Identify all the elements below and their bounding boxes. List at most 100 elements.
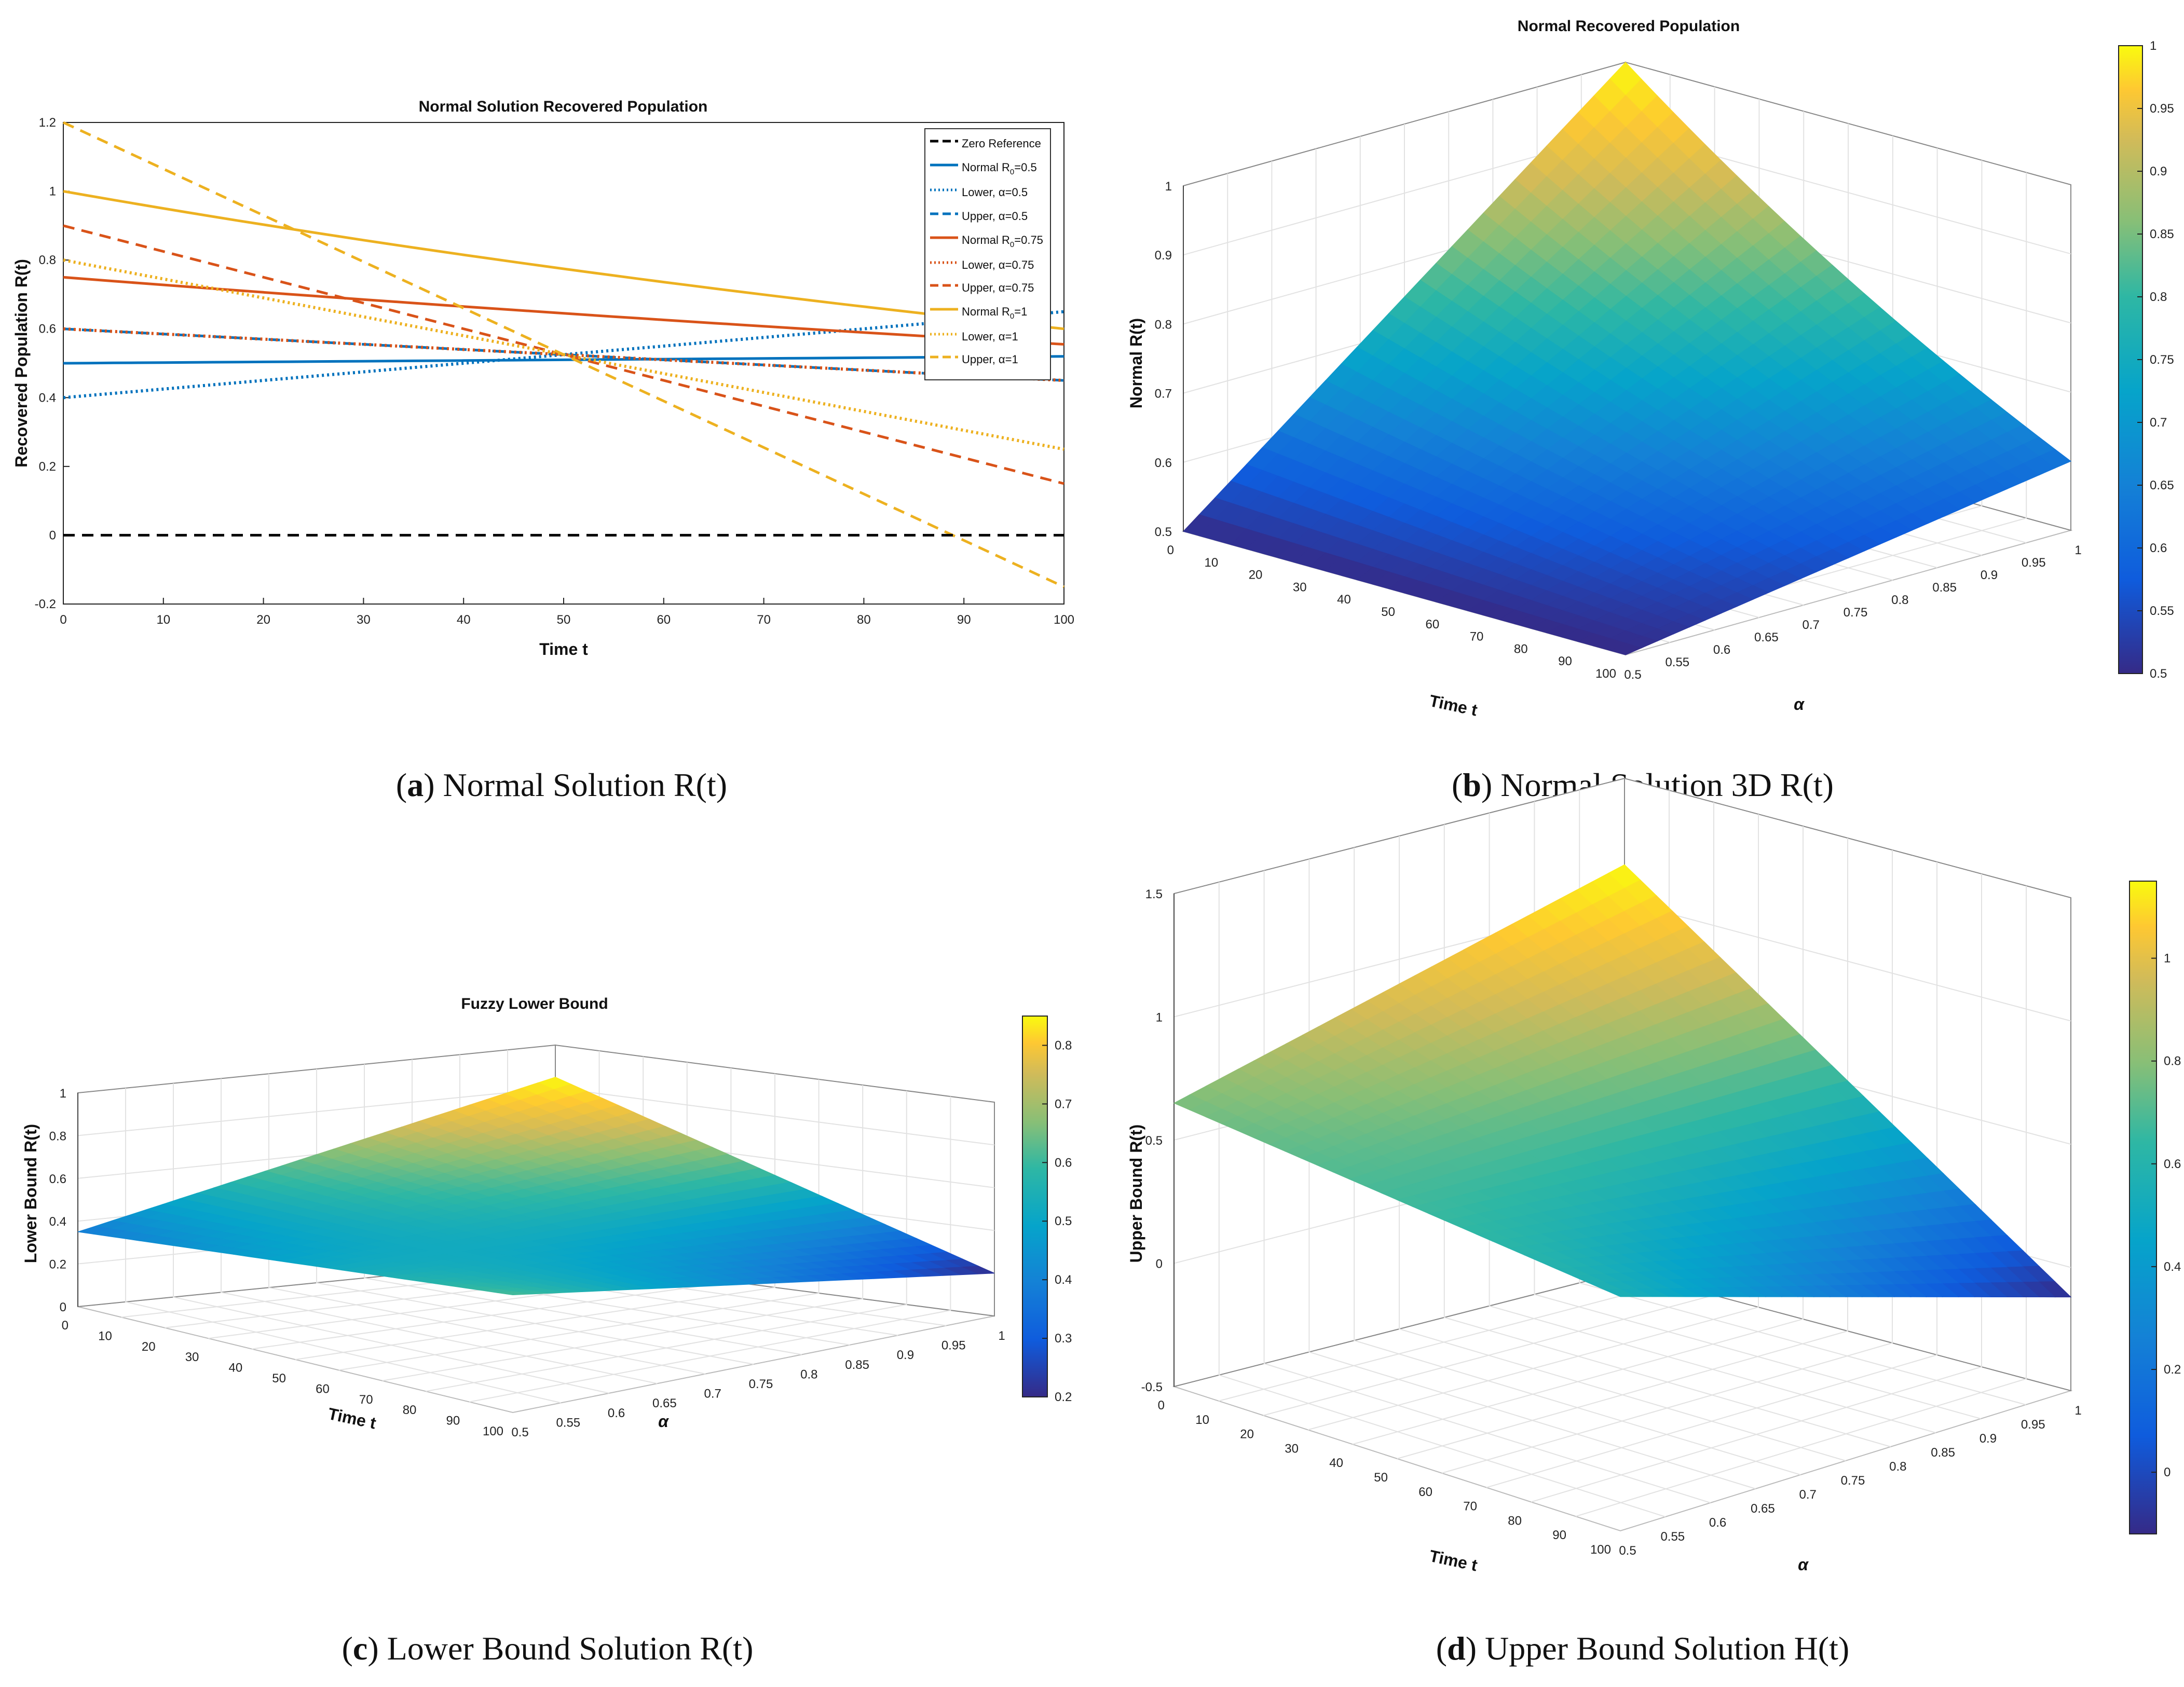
grid-line bbox=[295, 1074, 775, 1360]
grid-line bbox=[1441, 850, 1893, 1474]
alpha-tick-label: 0.95 bbox=[941, 1339, 966, 1353]
z-tick-label: 0.6 bbox=[1155, 456, 1172, 470]
x-tick-label: 30 bbox=[357, 613, 371, 627]
alpha-tick-label: 0.65 bbox=[652, 1396, 677, 1410]
alpha-axis-label: α bbox=[1798, 1555, 1809, 1574]
x-tick-label: 0 bbox=[1158, 1398, 1165, 1412]
legend-normal-r0-05: Normal R0=0.5 bbox=[962, 161, 1037, 176]
surface-mesh bbox=[77, 1077, 995, 1296]
colorbar-tick-label: 0.8 bbox=[2150, 290, 2167, 304]
y-tick-label: 0.2 bbox=[39, 460, 56, 474]
x-tick-label: 80 bbox=[857, 613, 871, 627]
surface-patch bbox=[1608, 642, 1643, 655]
colorbar-gradient bbox=[2129, 881, 2157, 1534]
panel-caption: (d) Upper Bound Solution H(t) bbox=[1436, 1630, 1849, 1667]
x-tick-label: 80 bbox=[1508, 1514, 1522, 1528]
x-tick-labels: 0 10 20 30 40 50 60 70 80 90 100 bbox=[1158, 1398, 1611, 1557]
x-tick-label: 0 bbox=[62, 1319, 69, 1333]
x-tick-label: 100 bbox=[483, 1424, 503, 1438]
colorbar-tick-label: 0.4 bbox=[2164, 1260, 2181, 1274]
z-tick-labels: 0.5 0.6 0.7 0.8 0.9 1 bbox=[1155, 180, 1172, 539]
legend-lower-alpha-1: Lower, α=1 bbox=[962, 330, 1018, 343]
x-tick-label: 50 bbox=[1381, 605, 1395, 619]
x-tick-label: 90 bbox=[957, 613, 971, 627]
alpha-tick-label: 0.5 bbox=[511, 1425, 528, 1439]
series-line bbox=[63, 190, 1064, 331]
x-tick-label: 20 bbox=[256, 613, 270, 627]
alpha-tick-label: 0.55 bbox=[556, 1416, 580, 1430]
x-tick-label: 60 bbox=[1418, 1485, 1432, 1499]
grid-line bbox=[1352, 826, 1804, 1445]
x-tick-label: 10 bbox=[1204, 556, 1218, 570]
grid-line bbox=[469, 1096, 951, 1403]
colorbar-tick-label: 0.7 bbox=[1055, 1097, 1072, 1111]
x-tick-label: 90 bbox=[446, 1414, 460, 1428]
legend-upper-alpha-1: Upper, α=1 bbox=[962, 353, 1018, 366]
grid-line bbox=[1486, 862, 1937, 1488]
surface-mesh bbox=[1173, 864, 2072, 1298]
alpha-tick-label: 0.6 bbox=[608, 1406, 625, 1420]
z-tick-label: 0.2 bbox=[49, 1258, 66, 1272]
z-tick-label: 0 bbox=[60, 1300, 66, 1314]
alpha-tick-label: 0.85 bbox=[845, 1358, 869, 1372]
panel-a-legend-box bbox=[924, 128, 1051, 380]
series-line bbox=[63, 327, 1064, 382]
x-tick-label: 40 bbox=[457, 613, 471, 627]
colorbar-tick-label: 0.6 bbox=[1055, 1156, 1072, 1170]
grid-line bbox=[316, 1069, 754, 1365]
alpha-tick-label: 0.85 bbox=[1931, 1446, 1955, 1460]
x-tick-label: 60 bbox=[1425, 618, 1439, 632]
panel-a-y-label: Recovered Population R(t) bbox=[12, 259, 31, 468]
colorbar-tick-label: 1 bbox=[2164, 952, 2171, 966]
alpha-tick-label: 0.6 bbox=[1709, 1516, 1726, 1530]
legend-upper-alpha-075: Upper, α=0.75 bbox=[962, 281, 1034, 294]
series-line bbox=[63, 310, 1064, 400]
legend-lower-alpha-075: Lower, α=0.75 bbox=[962, 258, 1034, 271]
x-tick-label: 10 bbox=[1195, 1413, 1209, 1427]
x-tick-label: 40 bbox=[1329, 1456, 1343, 1470]
z-tick-label: 0.7 bbox=[1155, 387, 1172, 401]
grid-line bbox=[268, 1074, 706, 1375]
x-tick-labels: 0 10 20 30 40 50 60 70 80 90 100 bbox=[62, 1319, 503, 1438]
legend-upper-alpha-05: Upper, α=0.5 bbox=[962, 210, 1028, 223]
z-axis-label: Upper Bound R(t) bbox=[1127, 1124, 1145, 1263]
panel-a-caption: (a) Normal Solution R(t) bbox=[396, 766, 727, 803]
alpha-tick-label: 0.8 bbox=[800, 1367, 817, 1381]
grid-line bbox=[125, 1088, 562, 1404]
colorbar-tick-label: 0 bbox=[2164, 1465, 2171, 1479]
x-tick-label: 70 bbox=[1463, 1500, 1477, 1514]
alpha-tick-label: 0.95 bbox=[2021, 1418, 2045, 1432]
x-tick-label: 0 bbox=[1167, 543, 1174, 557]
z-tick-label: 0.8 bbox=[1155, 318, 1172, 332]
panel-caption: (c) Lower Bound Solution R(t) bbox=[342, 1630, 754, 1667]
colorbar-tick-label: 0.75 bbox=[2150, 353, 2174, 367]
x-tick-label: 100 bbox=[1590, 1543, 1611, 1557]
legend-zero-reference: Zero Reference bbox=[962, 137, 1041, 150]
y-tick-label: 0 bbox=[49, 528, 56, 542]
y-tick-label: 0.6 bbox=[39, 322, 56, 336]
alpha-tick-label: 0.95 bbox=[2022, 556, 2046, 570]
series-line bbox=[63, 276, 1064, 346]
x-tick-label: 60 bbox=[657, 613, 671, 627]
x-tick-label: 90 bbox=[1552, 1528, 1566, 1542]
colorbar-tick-label: 0.9 bbox=[2150, 164, 2167, 179]
z-tick-label: 0 bbox=[1156, 1257, 1163, 1271]
colorbar-tick-label: 1 bbox=[2150, 39, 2156, 53]
panel-a-line-chart: Normal Solution Recovered Population 0 10… bbox=[12, 98, 1074, 803]
surface-mesh bbox=[1182, 62, 2072, 655]
legend-normal-r0-1: Normal R0=1 bbox=[962, 305, 1027, 321]
x-tick-label: 40 bbox=[228, 1361, 242, 1375]
x-tick-label: 30 bbox=[185, 1350, 199, 1364]
x-tick-label: 80 bbox=[1514, 642, 1528, 656]
alpha-tick-label: 0.8 bbox=[1889, 1460, 1906, 1474]
panel-a-title: Normal Solution Recovered Population bbox=[419, 98, 708, 115]
grid-line bbox=[382, 1085, 864, 1381]
z-tick-label: 0.5 bbox=[1155, 525, 1172, 539]
alpha-axis-label: α bbox=[658, 1412, 669, 1431]
z-tick-label: 1 bbox=[1165, 180, 1172, 194]
colorbar-tick-label: 0.2 bbox=[1055, 1390, 1072, 1404]
x-tick-label: 20 bbox=[1249, 568, 1263, 582]
alpha-tick-label: 0.9 bbox=[1980, 1432, 1997, 1446]
x-tick-label: 100 bbox=[1595, 667, 1616, 681]
x-tick-label: 20 bbox=[1240, 1428, 1254, 1442]
